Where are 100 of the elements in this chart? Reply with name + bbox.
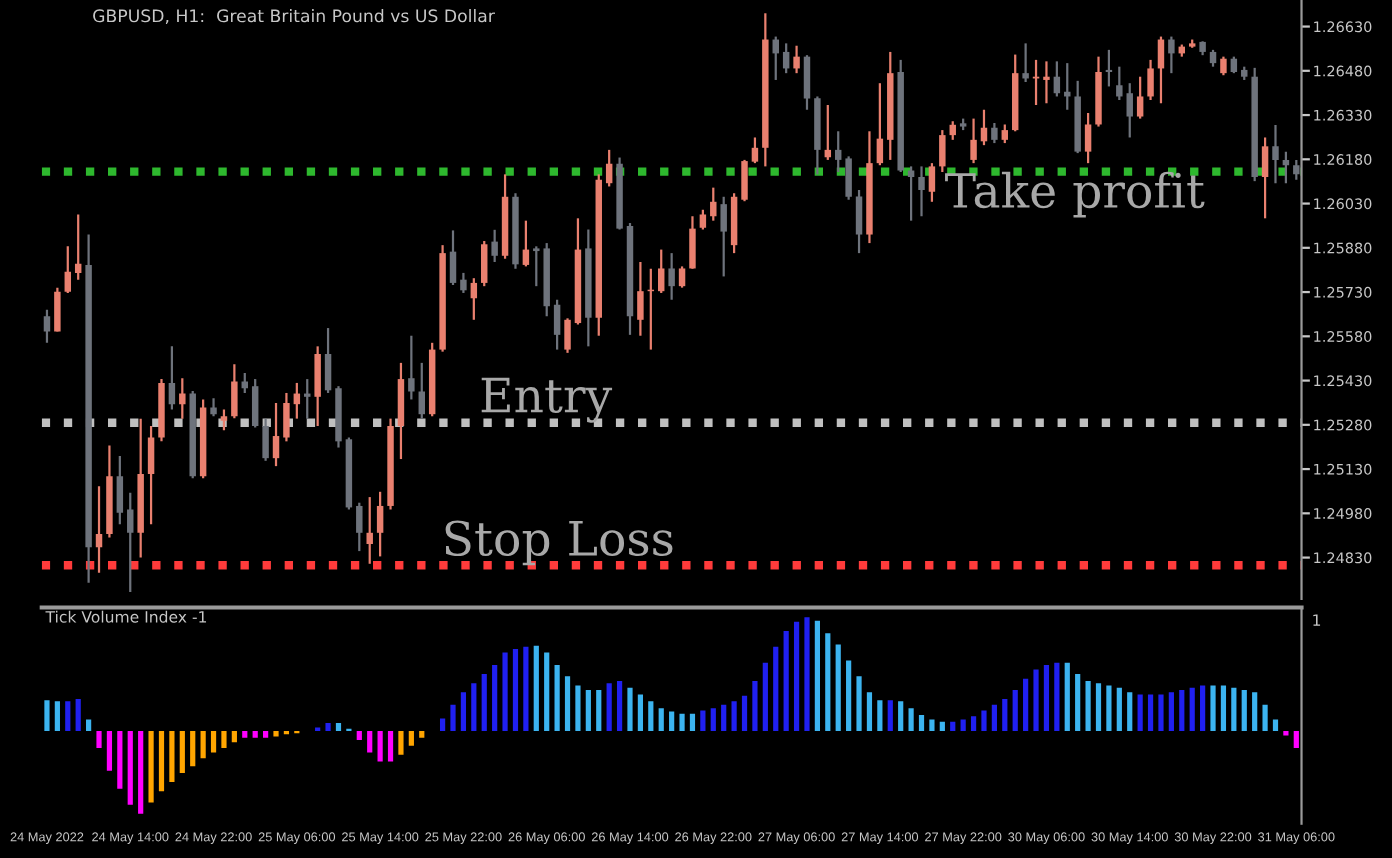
bar <box>54 701 60 731</box>
bar <box>1200 685 1206 731</box>
bar <box>450 704 456 731</box>
candlestick <box>408 334 415 401</box>
bar <box>1179 690 1185 731</box>
bar <box>1283 730 1289 736</box>
candlestick <box>376 490 384 558</box>
bar <box>1158 694 1164 731</box>
candlestick <box>1147 58 1154 102</box>
candlestick <box>710 186 717 222</box>
candlestick <box>470 277 478 321</box>
candlestick <box>1126 82 1133 139</box>
bar <box>1137 694 1143 731</box>
bar <box>408 730 414 746</box>
bar <box>1262 704 1268 731</box>
bar <box>75 699 81 731</box>
bar <box>710 708 716 731</box>
candlestick <box>283 391 290 443</box>
bar <box>700 710 706 731</box>
candlestick <box>1043 60 1050 105</box>
candlestick <box>605 148 613 188</box>
candlestick <box>970 117 977 165</box>
bar <box>86 719 92 731</box>
chart-title: GBPUSD, H1: Great Britain Pound vs US Dollar <box>93 8 495 25</box>
bar <box>783 630 789 731</box>
candlestick <box>1022 42 1029 84</box>
candlestick <box>1001 123 1009 145</box>
candlestick <box>1053 60 1061 98</box>
bar <box>741 695 748 731</box>
bar <box>387 730 394 762</box>
bar <box>1075 674 1081 731</box>
bar <box>231 730 237 743</box>
candlestick <box>741 158 748 203</box>
bar <box>492 665 498 731</box>
bar <box>762 662 768 731</box>
bar <box>1241 690 1247 731</box>
candlestick <box>356 501 363 553</box>
candlestick <box>220 408 228 432</box>
bar <box>106 730 113 771</box>
bar <box>533 645 539 731</box>
candlestick <box>241 371 249 395</box>
bar <box>648 701 654 731</box>
bar <box>356 730 362 740</box>
candlestick <box>876 82 884 167</box>
bar <box>179 730 185 773</box>
bar <box>544 652 550 731</box>
bar <box>887 700 893 731</box>
bar <box>1272 719 1279 731</box>
bar <box>721 704 727 731</box>
candlestick <box>147 424 155 526</box>
bar <box>814 620 820 731</box>
bar <box>596 690 602 731</box>
candlestick <box>1116 65 1123 102</box>
ref-line-label: Take profit <box>945 171 1205 218</box>
bar <box>564 676 571 731</box>
candlestick <box>1168 35 1175 75</box>
bar <box>148 730 154 803</box>
candlestick <box>803 54 811 111</box>
bar <box>585 690 591 731</box>
bar <box>981 710 987 731</box>
candlestick <box>64 245 72 295</box>
candlestick <box>460 271 467 295</box>
ref-line-label: Entry <box>481 377 613 423</box>
bar <box>856 676 862 731</box>
bar <box>1231 687 1237 731</box>
bar <box>689 713 696 731</box>
bar <box>471 683 477 731</box>
bar <box>898 701 904 731</box>
bar <box>939 721 945 731</box>
bar <box>825 633 831 731</box>
bar <box>481 674 487 731</box>
bar <box>773 646 779 731</box>
candlestick <box>1136 75 1144 120</box>
candlestick <box>1084 111 1092 165</box>
bar <box>918 715 925 731</box>
bar <box>793 621 800 731</box>
bar <box>1064 662 1070 731</box>
bar <box>200 730 206 759</box>
candlestick <box>928 162 936 203</box>
bar <box>1002 699 1008 731</box>
candlestick <box>689 215 696 270</box>
bar <box>1033 669 1039 731</box>
bar <box>325 722 331 731</box>
bar <box>1116 687 1122 731</box>
candlestick <box>43 308 51 344</box>
bar <box>502 652 508 731</box>
bar <box>877 700 883 731</box>
bar <box>1147 694 1154 731</box>
candlestick <box>939 128 946 174</box>
candlestick <box>1261 136 1269 220</box>
candlestick <box>179 377 186 420</box>
candlestick <box>95 485 103 574</box>
bar <box>929 719 935 731</box>
bar <box>679 713 685 731</box>
bar <box>377 730 383 762</box>
candlestick <box>668 252 675 301</box>
candlestick <box>116 454 124 526</box>
candlestick <box>251 377 259 429</box>
candlestick <box>782 42 790 75</box>
candlestick <box>834 130 842 174</box>
